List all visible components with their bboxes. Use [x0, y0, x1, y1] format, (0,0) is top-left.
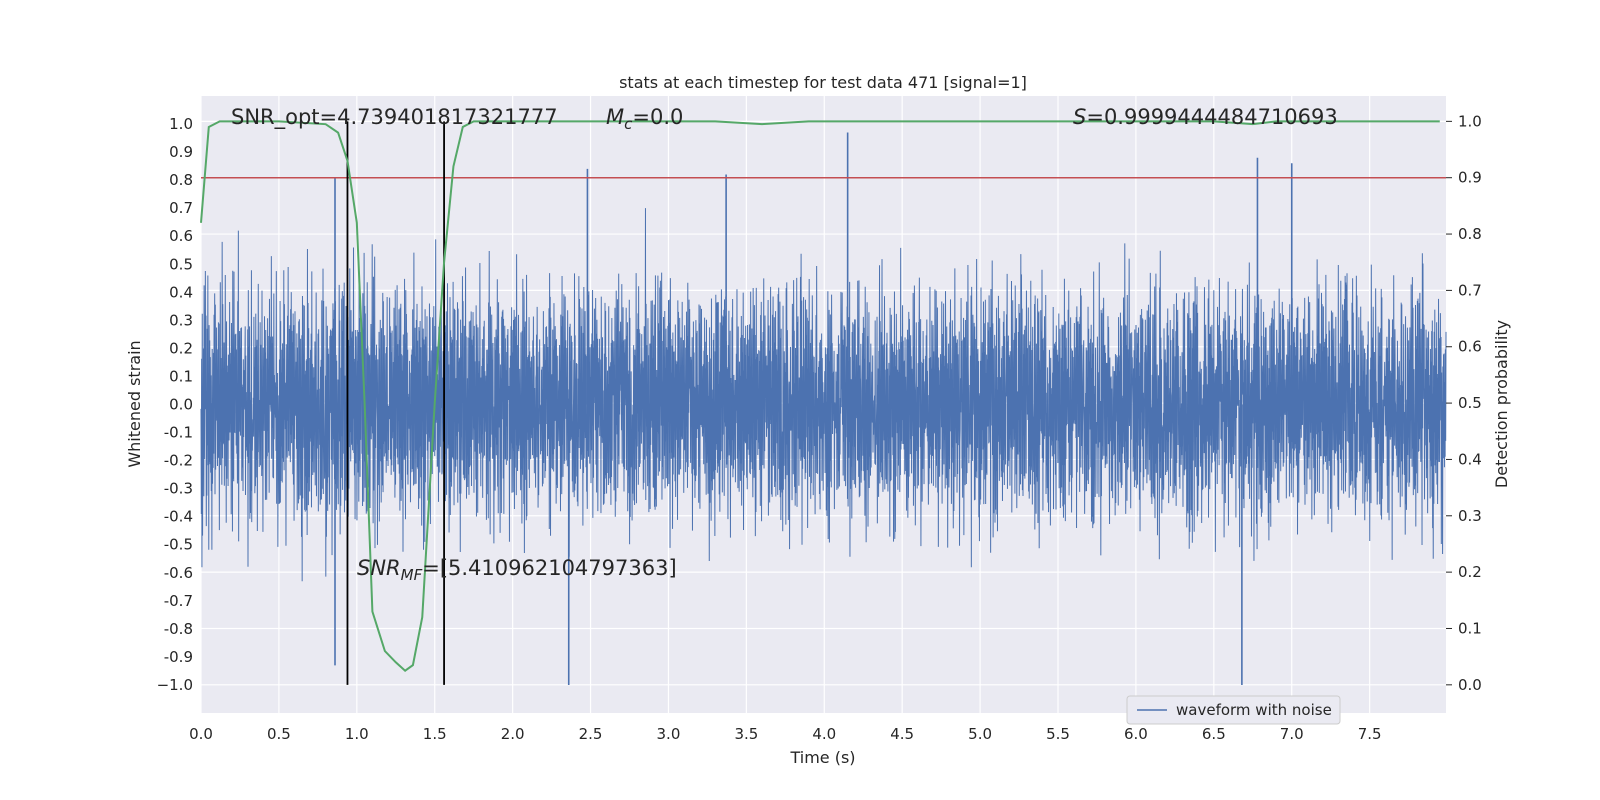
y-tick-label: -0.7 — [164, 592, 193, 610]
y-tick-label: -0.3 — [164, 480, 193, 498]
legend-box — [1126, 695, 1341, 725]
y2-axis-ticks: 1.0 0.9 0.8 0.7 0.6 0.5 0.4 0.3 0.2 0.1 0.0 — [1446, 112, 1482, 694]
y2-axis-title: Detection probability — [1492, 320, 1511, 488]
y2-tick-label: 0.7 — [1458, 281, 1482, 299]
y-tick-label: 0.6 — [169, 227, 193, 245]
x-tick-label: 5.5 — [1046, 725, 1070, 743]
x-tick-label: 2.5 — [579, 725, 603, 743]
y2-tick-label: 0.8 — [1458, 225, 1482, 243]
annotation-score: S=0.9999444484710693 — [1073, 105, 1338, 129]
x-tick-label: 7.0 — [1280, 725, 1304, 743]
chart-title: stats at each timestep for test data 471… — [619, 73, 1027, 92]
merger-window-lines — [346, 121, 445, 685]
y2-tick-label: 1.0 — [1458, 112, 1482, 130]
y2-tick-label: 0.6 — [1458, 338, 1482, 356]
y-tick-label: 0.9 — [169, 143, 193, 161]
y-tick-label: -0.5 — [164, 536, 193, 554]
y2-tick-label: 0.3 — [1458, 507, 1482, 525]
x-tick-label: 6.5 — [1202, 725, 1226, 743]
x-tick-label: 6.0 — [1124, 725, 1148, 743]
y-axis-title: Whitened strain — [125, 340, 144, 467]
y2-tick-label: 0.1 — [1458, 619, 1482, 637]
y-tick-label: 0.3 — [169, 311, 193, 329]
x-tick-label: 5.0 — [968, 725, 992, 743]
x-tick-label: 1.0 — [345, 725, 369, 743]
y-tick-label: -0.6 — [164, 564, 193, 582]
y-tick-label: 0.4 — [169, 283, 193, 301]
x-tick-label: 4.0 — [812, 725, 836, 743]
x-tick-label: 2.0 — [501, 725, 525, 743]
x-tick-label: 3.5 — [734, 725, 758, 743]
annotation-snr-mf-value: =[5.410962104797363] — [422, 556, 676, 580]
annotation-snr-mf-sub: MF — [401, 566, 423, 584]
annotation-chirp-mass: Mc=0.0 — [606, 105, 683, 133]
y-axis-ticks: 1.0 0.9 0.8 0.7 0.6 0.5 0.4 0.3 0.2 0.1 0.0 -0.1 -0.… — [157, 115, 193, 694]
annotation-score-value: =0.9999444484710693 — [1086, 105, 1337, 129]
y-tick-label: 0.7 — [169, 199, 193, 217]
series-detection-probability — [200, 120, 1440, 673]
annotation-chirp-mass-value: =0.0 — [632, 105, 683, 129]
y-tick-label: 0.1 — [169, 367, 193, 385]
y-tick-label: 0.8 — [169, 171, 193, 189]
annotation-chirp-mass-symbol: M — [606, 105, 624, 129]
y-tick-label: 1.0 — [169, 115, 193, 133]
annotation-score-symbol: S — [1073, 105, 1086, 129]
x-tick-label: 0.0 — [189, 725, 213, 743]
annotation-snr-mf-symbol: SNR — [357, 556, 401, 580]
x-tick-label: 3.0 — [657, 725, 681, 743]
y-tick-label: -0.9 — [164, 648, 193, 666]
y-tick-label: 0.2 — [169, 339, 193, 357]
y2-tick-label: 0.9 — [1458, 169, 1482, 187]
y2-tick-label: 0.5 — [1458, 394, 1482, 412]
y-tick-label: 0.0 — [169, 396, 193, 414]
annotation-chirp-mass-sub: c — [624, 115, 633, 133]
y-tick-label: -0.4 — [164, 508, 193, 526]
x-tick-label: 1.5 — [423, 725, 447, 743]
x-axis-ticks: 0.0 0.5 1.0 1.5 2.0 2.5 3.0 3.5 4.0 4.5 5.0 5.5 6.0 6… — [189, 725, 1382, 743]
x-tick-label: 0.5 — [267, 725, 291, 743]
y2-tick-label: 0.0 — [1458, 676, 1482, 694]
y-tick-label: 0.5 — [169, 255, 193, 273]
series-waveform-with-noise — [200, 208, 1447, 582]
legend-label-waveform: waveform with noise — [1176, 701, 1332, 719]
y-tick-label: -0.1 — [164, 424, 193, 442]
annotation-snr-opt: SNR_opt=4.739401817321777 — [231, 105, 558, 130]
y-tick-label: -0.2 — [164, 452, 193, 470]
waveform-peaks — [334, 132, 1293, 685]
legend: waveform with noise — [1126, 695, 1341, 725]
y2-tick-label: 0.2 — [1458, 563, 1482, 581]
annotation-snr-mf: SNRMF=[5.410962104797363] — [357, 556, 677, 584]
y2-tick-label: 0.4 — [1458, 450, 1482, 468]
x-tick-label: 4.5 — [890, 725, 914, 743]
x-axis-title: Time (s) — [789, 748, 855, 767]
y-tick-label: -0.8 — [164, 620, 193, 638]
y-tick-label: −1.0 — [157, 676, 193, 694]
x-tick-label: 7.5 — [1358, 725, 1382, 743]
